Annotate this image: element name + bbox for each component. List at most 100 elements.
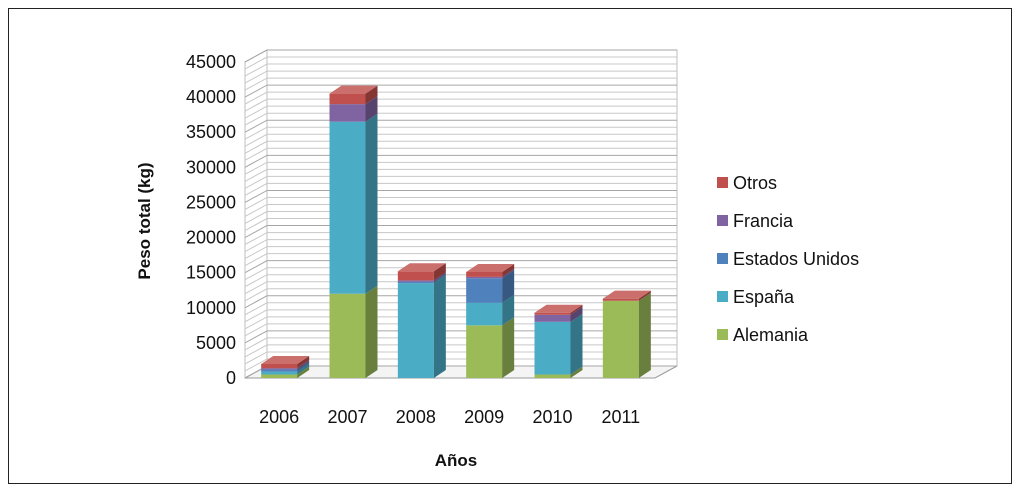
gridline	[244, 288, 677, 302]
bar-side	[570, 366, 583, 378]
y-tick-label: 15000	[186, 263, 236, 283]
legend-swatch	[717, 177, 728, 188]
bar-side	[433, 275, 446, 378]
gridline	[244, 147, 677, 161]
bar-top	[466, 263, 515, 272]
bar-front	[397, 283, 434, 378]
x-tick-label: 2007	[327, 407, 367, 427]
bar-stack-2011	[602, 290, 651, 378]
side-wall	[244, 49, 268, 379]
bar-side	[570, 306, 583, 322]
bar-front	[261, 369, 298, 372]
bar-2007-otros	[329, 85, 378, 105]
gridline	[244, 295, 677, 309]
gridline	[244, 302, 677, 316]
gridline	[244, 281, 677, 295]
y-axis-title: Peso total (kg)	[135, 162, 154, 279]
gridline	[244, 246, 677, 260]
bar-side	[433, 263, 446, 281]
y-tick-label: 25000	[186, 192, 236, 212]
legend-swatch	[717, 291, 728, 302]
gridline	[244, 239, 677, 253]
gridline	[244, 63, 677, 77]
x-tick-label: 2011	[601, 407, 640, 427]
bar-2006-españa	[261, 363, 310, 375]
gridline	[244, 140, 677, 154]
gridline	[244, 49, 677, 63]
bar-side	[365, 285, 378, 378]
bar-2008-españa	[397, 275, 446, 378]
bar-front	[602, 300, 639, 378]
bar-side	[570, 313, 583, 375]
bar-stack-2010	[534, 304, 583, 378]
bar-front	[261, 363, 298, 369]
gridline	[244, 77, 677, 91]
bar-front	[329, 104, 366, 122]
bar-top	[534, 304, 583, 313]
gridline	[244, 154, 677, 168]
gridline	[244, 168, 677, 182]
bar-side	[297, 355, 310, 369]
bar-2006-francia	[261, 360, 310, 370]
bar-2009-alemania	[466, 317, 515, 378]
y-tick-label: 0	[226, 368, 236, 388]
gridline	[244, 161, 677, 175]
y-tick-label: 45000	[186, 52, 236, 72]
bar-top	[397, 263, 446, 272]
bar-front	[534, 314, 571, 322]
bar-side	[365, 96, 378, 122]
gridline	[244, 260, 677, 274]
bar-2008-otros	[397, 263, 446, 281]
bar-top	[329, 85, 378, 94]
legend-item-españa: España	[717, 287, 795, 307]
legend-swatch	[717, 329, 728, 340]
legend-label: Estados Unidos	[733, 249, 859, 269]
bar-front	[466, 325, 503, 378]
bar-front	[261, 368, 298, 370]
legend-item-estados-unidos: Estados Unidos	[717, 249, 859, 269]
legend-label: Otros	[733, 173, 777, 193]
legend-item-francia: Francia	[717, 211, 794, 231]
bar-side	[570, 304, 583, 315]
gridline	[244, 56, 677, 70]
bar-stack-2008	[397, 263, 446, 378]
gridlines	[244, 49, 677, 379]
legend-item-alemania: Alemania	[717, 325, 809, 345]
bar-side	[502, 268, 515, 279]
bar-side	[502, 294, 515, 326]
bar-side	[502, 263, 515, 277]
x-axis-title: Años	[435, 451, 478, 470]
bar-top	[261, 355, 310, 364]
bar-front	[534, 374, 571, 378]
bar-front	[261, 371, 298, 375]
bar-front	[397, 281, 434, 284]
bar-top	[602, 290, 651, 299]
legend: Otros Francia Estados Unidos España Alemania	[717, 173, 859, 345]
bars	[261, 85, 651, 378]
gridline	[244, 126, 677, 140]
bar-side	[638, 290, 651, 301]
gridline	[244, 203, 677, 217]
legend-label: Alemania	[733, 325, 809, 345]
bar-front	[261, 374, 298, 378]
gridline	[244, 133, 677, 147]
gridline	[244, 218, 677, 231]
bar-side	[365, 113, 378, 294]
y-tick-label: 10000	[186, 298, 236, 318]
x-tick-label: 2010	[532, 407, 572, 427]
gridline	[244, 189, 677, 203]
bar-front	[602, 298, 639, 301]
gridline	[244, 119, 677, 133]
bar-2011-otros	[602, 290, 651, 301]
bar-2007-francia	[329, 96, 378, 122]
y-tick-label: 40000	[186, 87, 236, 107]
bar-stack-2006	[261, 355, 310, 378]
bar-side	[297, 366, 310, 378]
legend-label: Francia	[733, 211, 794, 231]
y-tick-labels: 0 5000 10000 15000 20000 25000 30000 35000 40000…	[186, 52, 236, 388]
legend-item-otros: Otros	[717, 173, 777, 193]
bar-front	[534, 312, 571, 315]
bar-front	[397, 280, 434, 282]
bar-front	[397, 271, 434, 281]
gridline	[244, 274, 677, 288]
